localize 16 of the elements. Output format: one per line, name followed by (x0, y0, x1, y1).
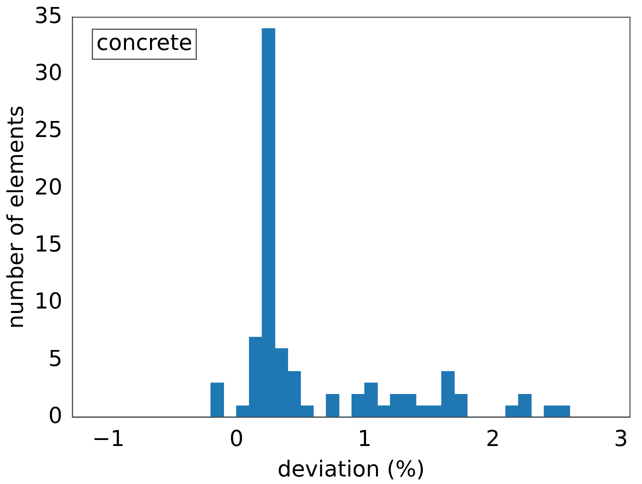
y-tick-label: 20 (34, 175, 62, 200)
y-tick-label: 0 (48, 404, 62, 429)
y-axis-title: number of elements (4, 106, 29, 329)
y-tick-label: 10 (34, 290, 62, 315)
x-tick-label: 3 (614, 427, 628, 452)
y-tick-label: 5 (48, 346, 62, 372)
annotation: concrete (96, 30, 192, 56)
x-tick-label: 1 (358, 427, 372, 452)
x-axis-title: deviation (%) (278, 458, 425, 483)
y-tick-label: 15 (34, 232, 62, 258)
y-tick-label: 35 (34, 4, 62, 29)
y-tick-label: 25 (34, 118, 62, 144)
x-tick-label: −1 (92, 427, 125, 452)
x-tick-label: 2 (486, 427, 500, 452)
y-tick-label: 30 (34, 61, 62, 86)
x-tick-label: 0 (229, 427, 244, 452)
